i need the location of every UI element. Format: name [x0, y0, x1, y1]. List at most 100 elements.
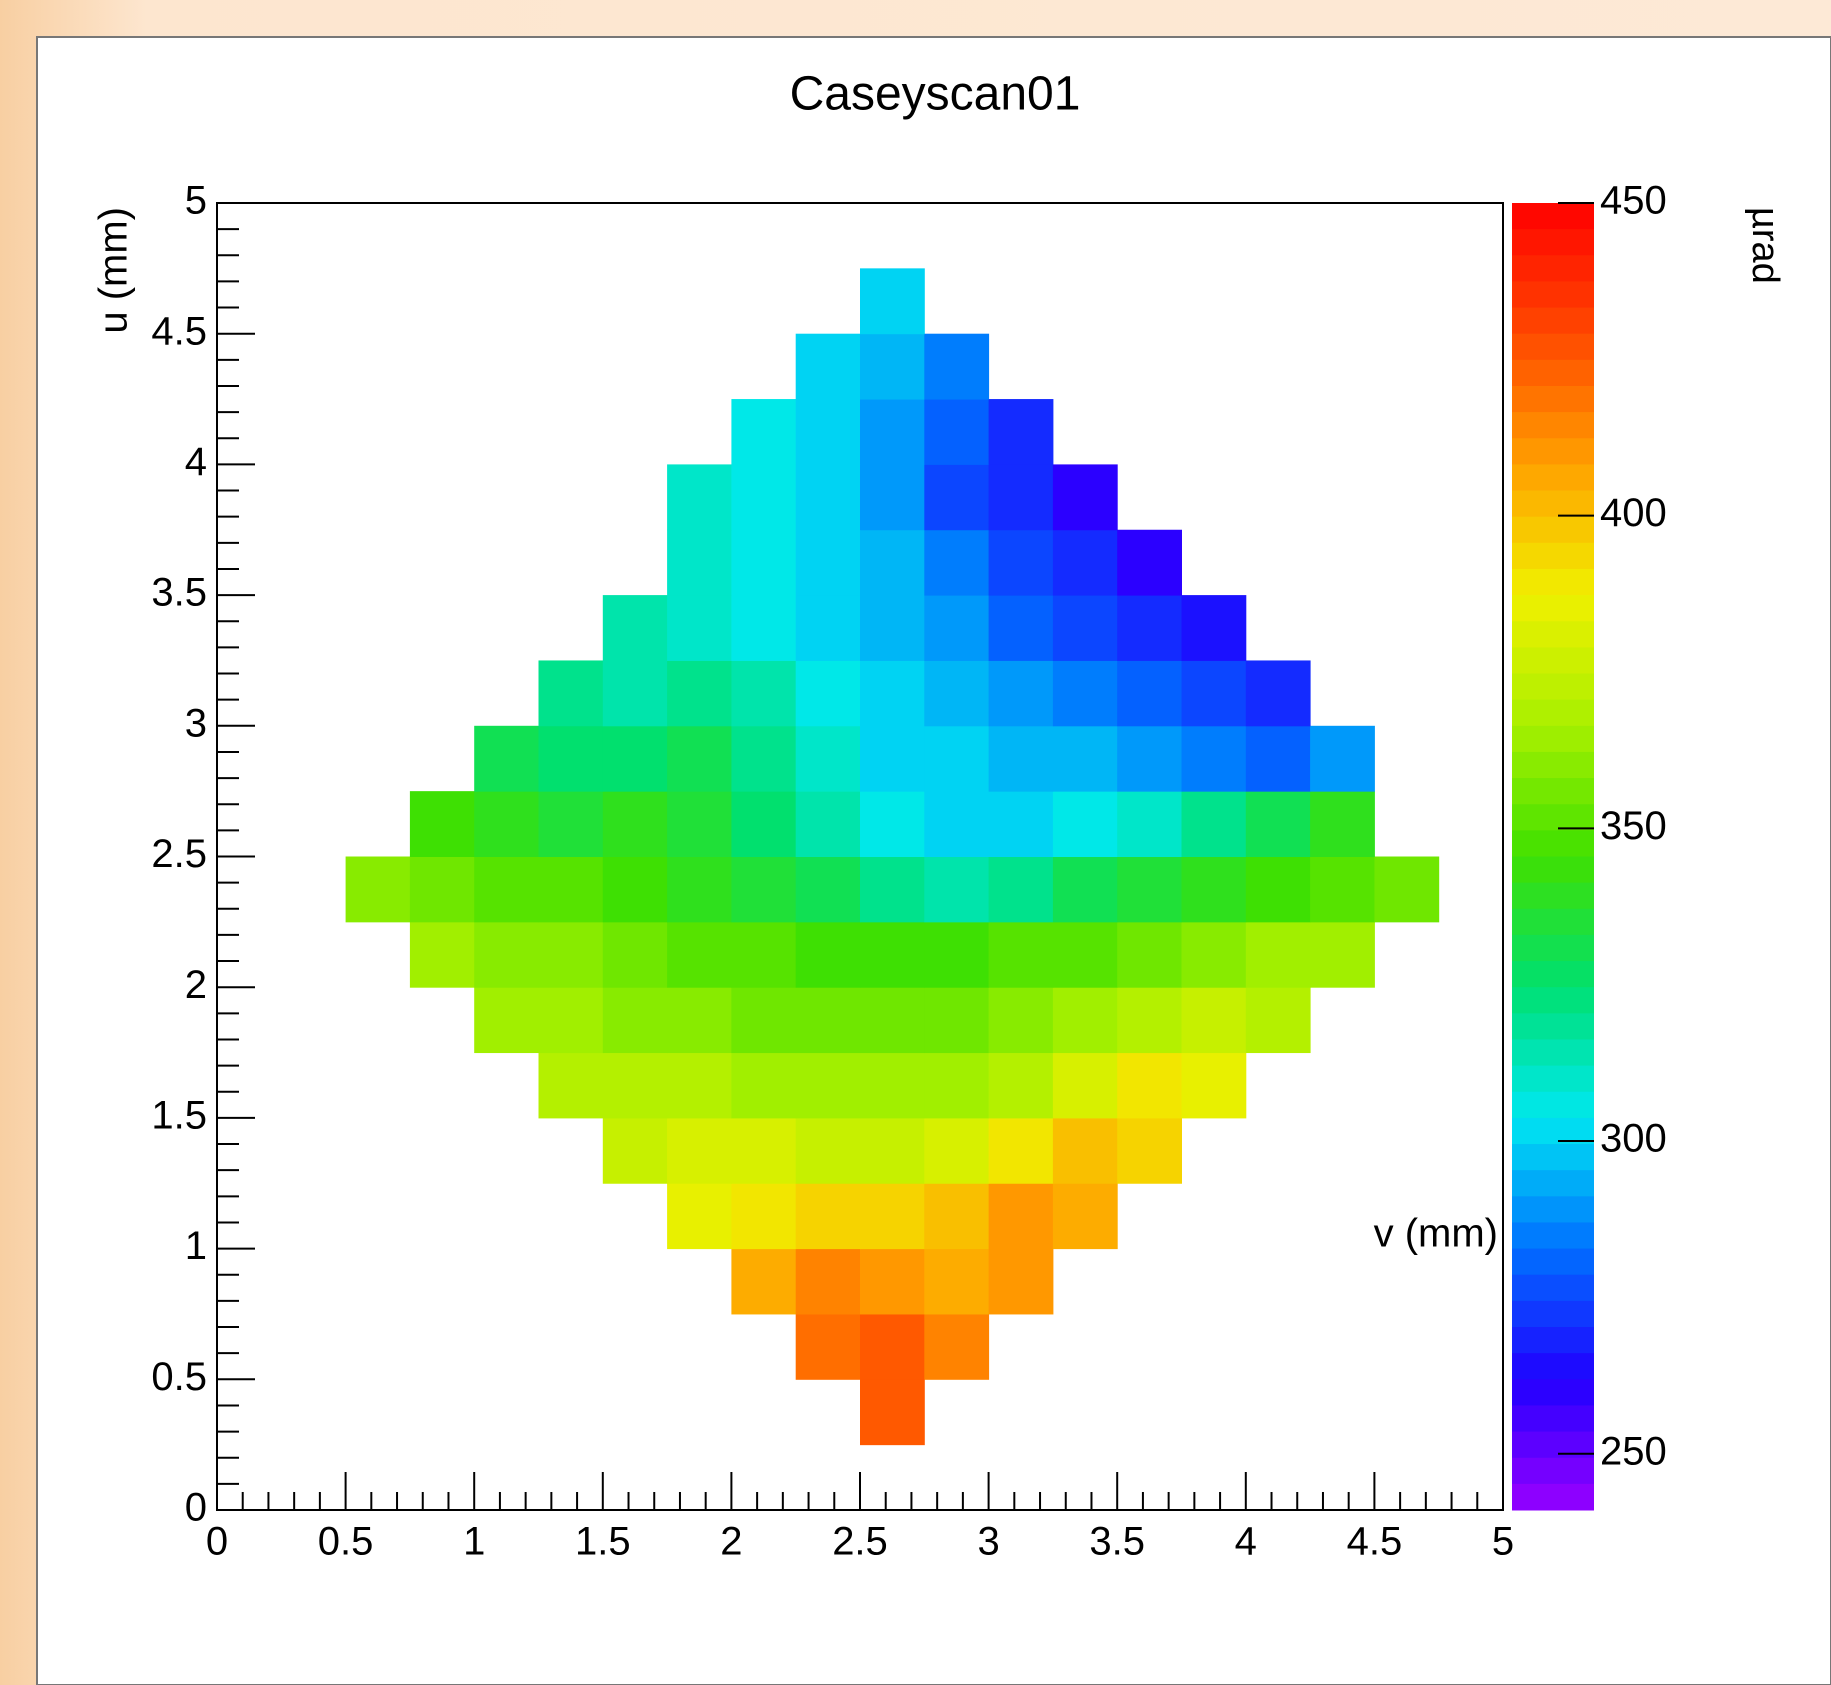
- colorbar-band: [1512, 595, 1594, 622]
- heatmap-cell: [603, 1118, 668, 1184]
- heatmap-cell: [860, 1379, 925, 1445]
- heatmap-cell: [1117, 922, 1182, 988]
- colorbar-band: [1512, 1222, 1594, 1249]
- heatmap-cell: [989, 987, 1054, 1053]
- heatmap-cell: [796, 1314, 861, 1380]
- heatmap-cell: [667, 726, 732, 792]
- colorbar-band: [1512, 308, 1594, 335]
- heatmap-cell: [1246, 726, 1311, 792]
- chart: Caseyscan01 v (mm) u (mm) µrad 00.511.52…: [0, 0, 1831, 1685]
- heatmap-cell: [1182, 660, 1247, 726]
- heatmap-cell: [860, 1249, 925, 1315]
- heatmap-cell: [796, 1118, 861, 1184]
- y-axis-label: u (mm): [92, 207, 136, 334]
- heatmap-cell: [796, 530, 861, 596]
- heatmap-cell: [1053, 726, 1118, 792]
- heatmap-cell: [989, 464, 1054, 530]
- colorbar-band: [1512, 1249, 1594, 1276]
- heatmap-cell: [989, 726, 1054, 792]
- y-tick-label: 0: [185, 1486, 207, 1530]
- heatmap-cell: [603, 922, 668, 988]
- heatmap-cell: [796, 595, 861, 661]
- heatmap-cell: [1182, 987, 1247, 1053]
- colorbar-band: [1512, 1484, 1594, 1511]
- heatmap-cell: [924, 660, 989, 726]
- heatmap-cell: [1053, 530, 1118, 596]
- y-tick-label: 4: [185, 440, 207, 484]
- heatmap-cell: [1053, 1118, 1118, 1184]
- y-tick-label: 1.5: [151, 1093, 207, 1137]
- heatmap-cell: [1117, 530, 1182, 596]
- heatmap-cell: [1182, 857, 1247, 923]
- heatmap-cell: [603, 595, 668, 661]
- heatmap-cell: [796, 334, 861, 400]
- colorbar-band: [1512, 386, 1594, 413]
- heatmap-cell: [1053, 922, 1118, 988]
- heatmap-cell: [603, 660, 668, 726]
- colorbar-tick-label: 300: [1600, 1117, 1667, 1161]
- heatmap-cell: [989, 1053, 1054, 1119]
- heatmap-cell: [796, 464, 861, 530]
- colorbar-band: [1512, 961, 1594, 988]
- heatmap-cell: [924, 1183, 989, 1249]
- heatmap-cell: [667, 530, 732, 596]
- colorbar-band: [1512, 647, 1594, 674]
- heatmap-cell: [1117, 1053, 1182, 1119]
- heatmap-cell: [1117, 857, 1182, 923]
- heatmap-cell: [1053, 791, 1118, 857]
- heatmap-cell: [989, 1118, 1054, 1184]
- heatmap-cell: [667, 791, 732, 857]
- heatmap-cell: [731, 464, 796, 530]
- y-tick-label: 2: [185, 963, 207, 1007]
- colorbar-band: [1512, 1066, 1594, 1093]
- heatmap-cell: [860, 464, 925, 530]
- colorbar-band: [1512, 1013, 1594, 1040]
- heatmap-cell: [731, 530, 796, 596]
- colorbar-band: [1512, 1092, 1594, 1119]
- colorbar-band: [1512, 857, 1594, 884]
- colorbar-band: [1512, 569, 1594, 596]
- heatmap-cell: [989, 595, 1054, 661]
- heatmap-cell: [603, 1053, 668, 1119]
- colorbar-band: [1512, 1458, 1594, 1485]
- colorbar-tick-label: 250: [1600, 1429, 1667, 1473]
- heatmap-cell: [1182, 1053, 1247, 1119]
- x-axis-label: v (mm): [1374, 1212, 1498, 1256]
- colorbar-band: [1512, 987, 1594, 1014]
- heatmap-cell: [1374, 857, 1439, 923]
- heatmap-cell: [1246, 857, 1311, 923]
- colorbar-band: [1512, 752, 1594, 779]
- y-tick-label: 1: [185, 1224, 207, 1268]
- heatmap-cell: [924, 791, 989, 857]
- heatmap-cell: [731, 595, 796, 661]
- colorbar-tick-label: 350: [1600, 804, 1667, 848]
- heatmap-cell: [1310, 922, 1375, 988]
- colorbar-band: [1512, 464, 1594, 491]
- x-tick-label: 0: [206, 1520, 228, 1564]
- heatmap-cell: [667, 857, 732, 923]
- heatmap-cell: [410, 857, 475, 923]
- heatmap-cell: [860, 595, 925, 661]
- heatmap-cell: [667, 987, 732, 1053]
- heatmap-cell: [924, 399, 989, 465]
- x-tick-label: 5: [1492, 1520, 1514, 1564]
- heatmap-cell: [924, 1314, 989, 1380]
- heatmap-cell: [667, 660, 732, 726]
- heatmap-cell: [860, 922, 925, 988]
- colorbar-band: [1512, 804, 1594, 831]
- heatmap-cell: [1246, 987, 1311, 1053]
- heatmap-cell: [989, 1183, 1054, 1249]
- heatmap-cell: [731, 857, 796, 923]
- x-tick-label: 2.5: [832, 1520, 888, 1564]
- heatmap-cell: [474, 791, 539, 857]
- heatmap-cell: [1117, 726, 1182, 792]
- heatmap-cell: [731, 399, 796, 465]
- heatmap-cell: [1053, 1053, 1118, 1119]
- heatmap-cell: [539, 726, 604, 792]
- heatmap-cell: [1117, 595, 1182, 661]
- heatmap-cell: [1310, 857, 1375, 923]
- heatmap-cell: [1117, 987, 1182, 1053]
- heatmap-cell: [539, 922, 604, 988]
- heatmap-cell: [860, 399, 925, 465]
- colorbar-band: [1512, 909, 1594, 936]
